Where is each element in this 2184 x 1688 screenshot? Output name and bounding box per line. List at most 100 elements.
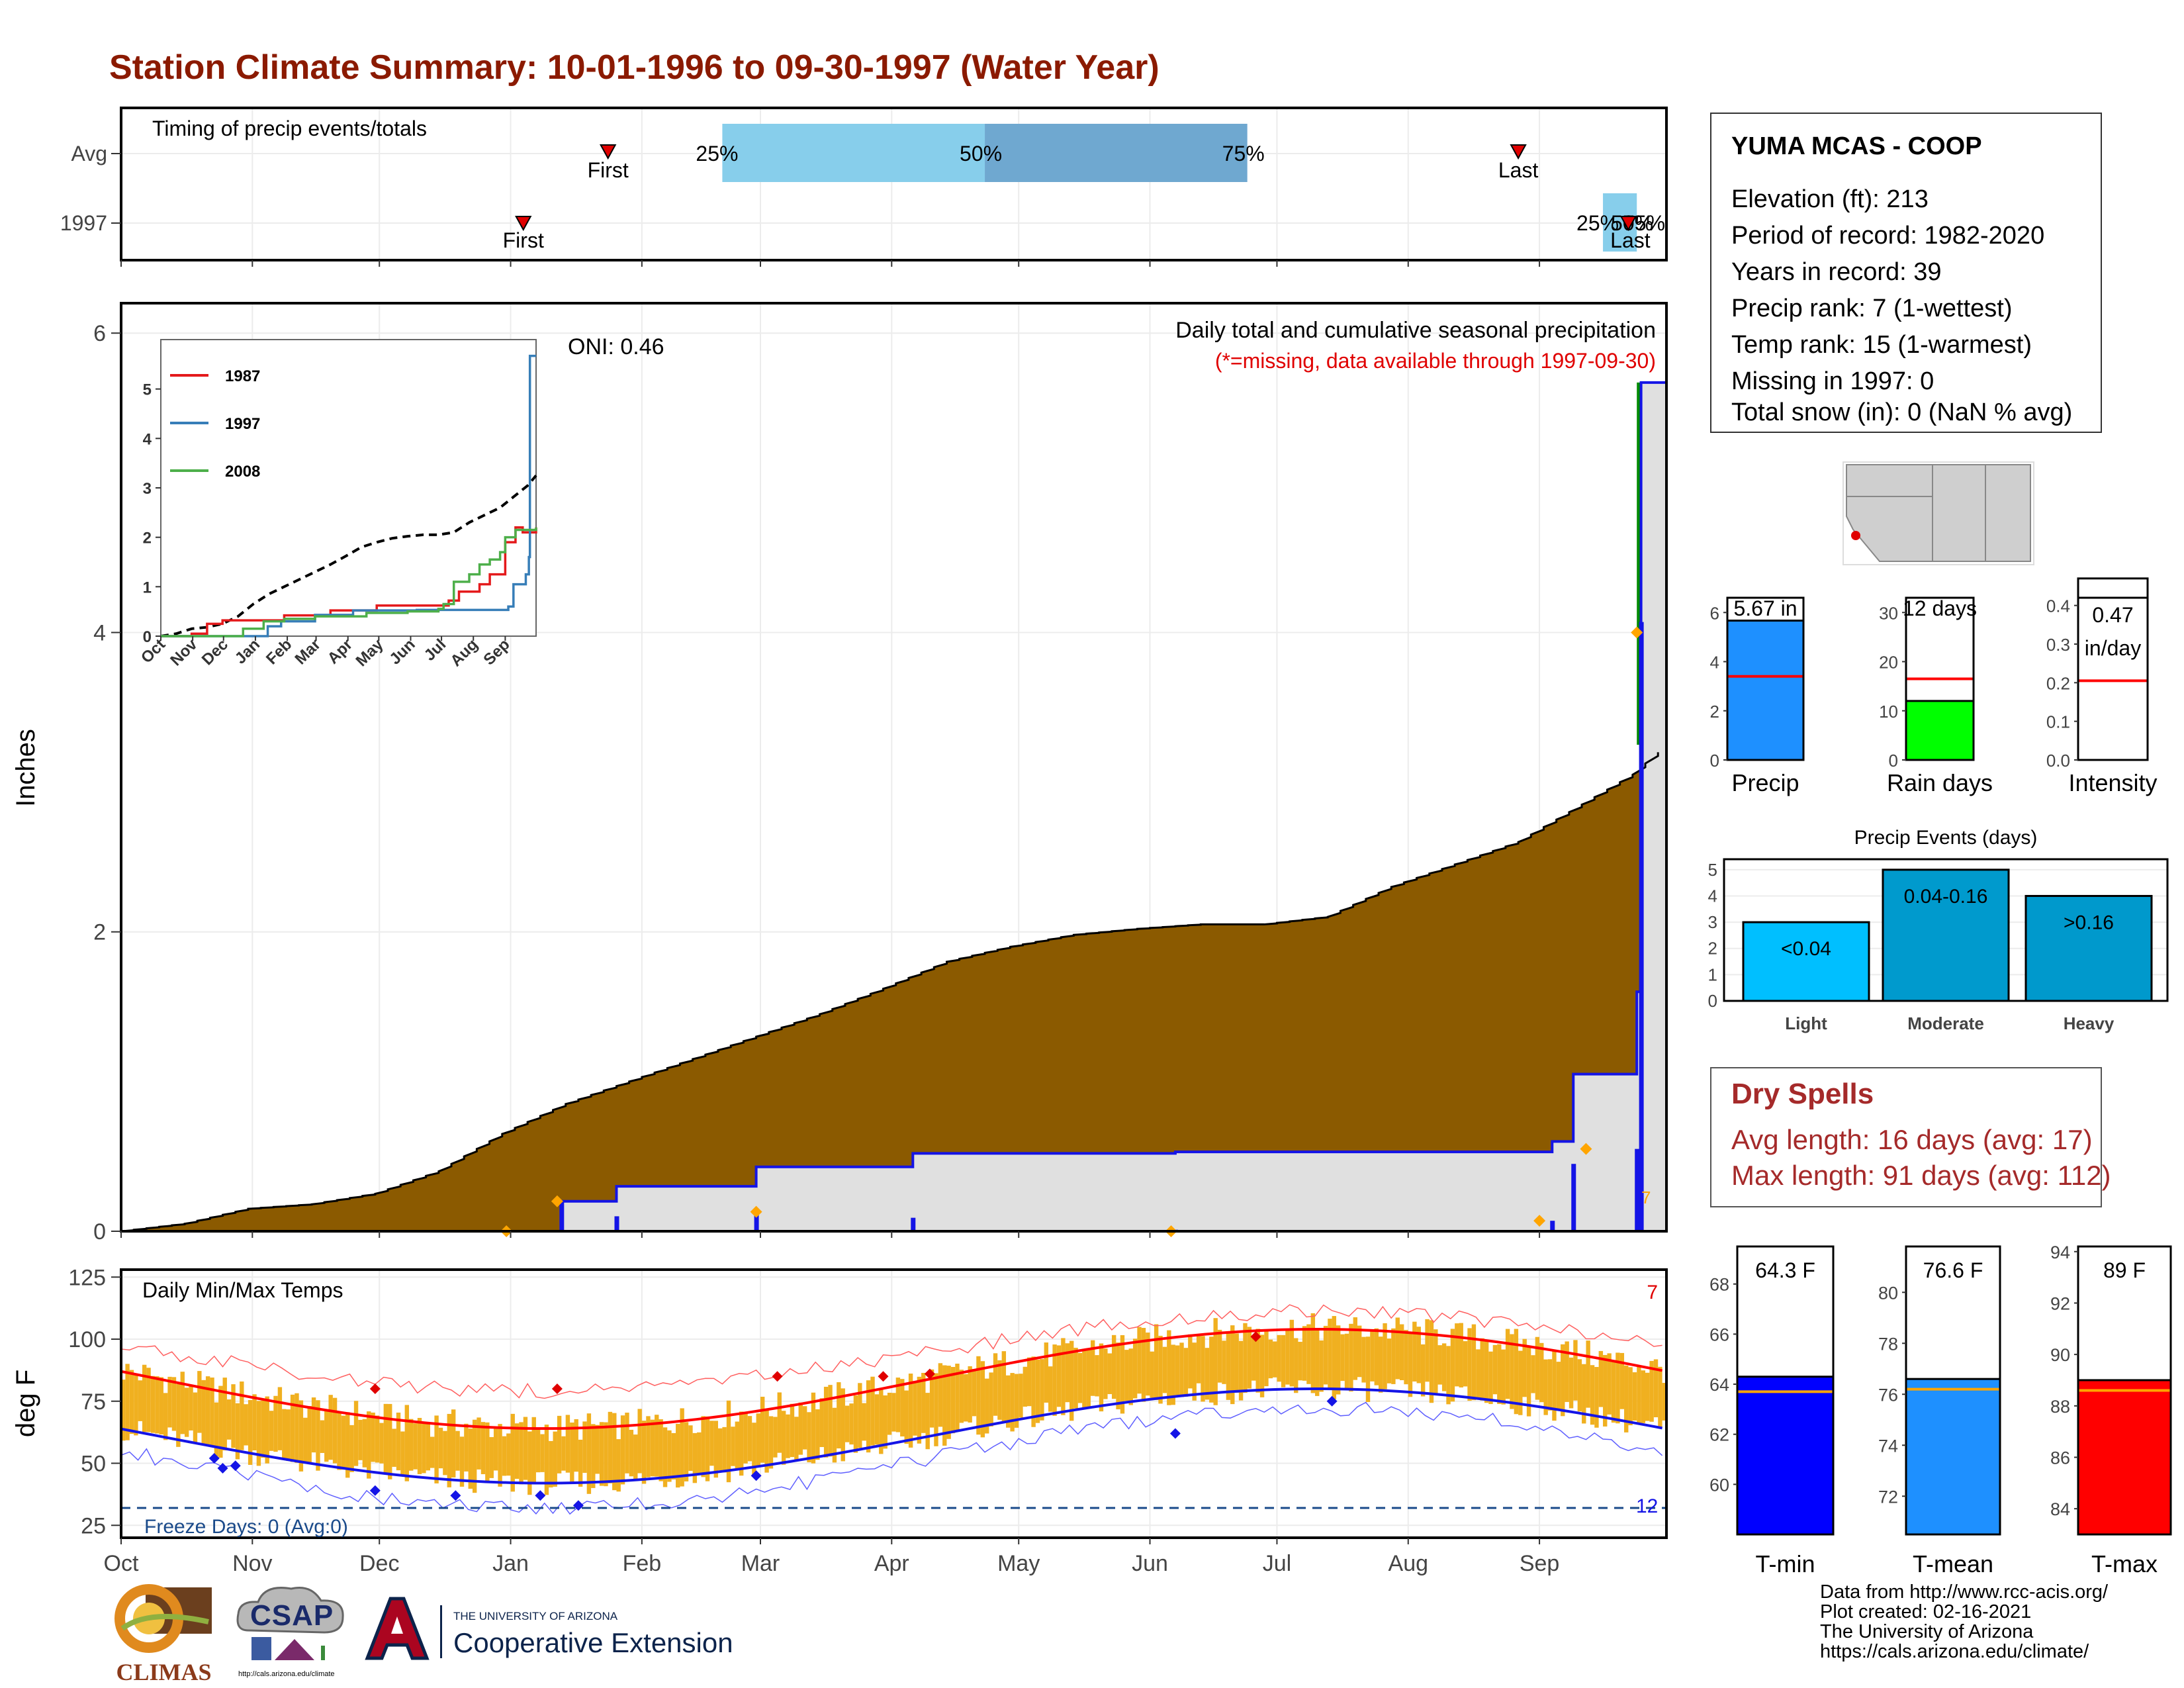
temp-xtick-label: Jun <box>1132 1551 1168 1576</box>
temp-daily-bar <box>925 1393 930 1450</box>
temp-daily-bar <box>1645 1372 1650 1421</box>
temp-daily-bar <box>358 1419 363 1460</box>
temp-bar-chart-1: 72 74 76 78 80 76.6 F T-mean <box>1878 1245 2001 1577</box>
temp-ytick-label: 100 <box>68 1327 106 1352</box>
temp-daily-bar <box>1146 1333 1150 1396</box>
temp-daily-bar <box>625 1413 629 1474</box>
temp-daily-bar <box>1192 1342 1197 1401</box>
temp-daily-bar <box>1259 1335 1265 1397</box>
temp-bar <box>1736 1376 1835 1536</box>
temp-daily-bar <box>1328 1319 1332 1388</box>
temp-daily-bar <box>1141 1327 1146 1402</box>
location-map <box>1843 461 2034 565</box>
temp-daily-bar <box>155 1376 159 1434</box>
temp-daily-bar <box>701 1416 705 1477</box>
temp-bar-frame <box>2077 1245 2172 1536</box>
temp-daily-bar <box>946 1366 951 1439</box>
temp-daily-bar <box>1429 1320 1434 1403</box>
temp-daily-bar <box>1399 1324 1404 1380</box>
timing-avg-25-50-bar <box>722 124 985 182</box>
temp-daily-bar <box>134 1374 138 1436</box>
temp-bar-frame <box>1736 1245 1835 1536</box>
precip-daily-bar <box>911 1217 916 1231</box>
temp-daily-bar <box>671 1432 676 1480</box>
temp-daily-bar <box>1196 1335 1201 1383</box>
temp-daily-bar <box>752 1423 756 1476</box>
temp-daily-bar <box>1619 1352 1625 1409</box>
temp-daily-bar <box>760 1397 765 1463</box>
temp-daily-bar <box>1569 1357 1574 1409</box>
temp-daily-bar <box>261 1400 265 1458</box>
temp-record-low-marker <box>230 1460 241 1472</box>
mini-chart-frame <box>1726 596 1805 761</box>
dry-spells-avg: Avg length: 16 days (avg: 17) <box>1731 1124 2093 1155</box>
precip-avg-cumulative-area <box>121 752 1666 1231</box>
temp-bar-chart-2: 84 86 88 90 92 94 89 F T-max <box>2050 1243 2172 1577</box>
temp-daily-bar <box>167 1376 172 1428</box>
footer-line-2: Plot created: 02-16-2021 <box>1820 1601 2032 1622</box>
temp-daily-bar <box>768 1416 774 1469</box>
timing-1997-last-label: Last <box>1610 228 1651 252</box>
temp-daily-bar <box>667 1430 672 1482</box>
temp-daily-bar <box>1209 1336 1214 1403</box>
timing-avg-p50-label: 50% <box>960 142 1002 165</box>
temp-daily-bar <box>328 1395 333 1460</box>
temp-daily-bar <box>129 1370 134 1434</box>
climas-wordmark: CLIMAS <box>116 1659 212 1685</box>
temp-daily-bar <box>1103 1348 1108 1399</box>
events-bar <box>1742 921 1870 1002</box>
temp-daily-bar <box>1522 1338 1527 1397</box>
mini-chart-ytick-label: 30 <box>1879 603 1898 623</box>
mini-chart-ytick-label: 6 <box>1710 603 1719 623</box>
station-years: Years in record: 39 <box>1731 258 1942 286</box>
temp-panel: Daily Min/Max Temps Freeze Days: 0 (Avg:0… <box>11 1265 1668 1576</box>
temp-daily-bar <box>1552 1350 1557 1421</box>
temp-daily-bar <box>1361 1336 1366 1383</box>
station-name: YUMA MCAS - COOP <box>1731 132 1982 160</box>
temp-daily-bar <box>1056 1345 1062 1407</box>
temp-bar <box>2077 1379 2172 1536</box>
temp-daily-bar <box>392 1429 396 1467</box>
temp-daily-bar <box>138 1380 142 1421</box>
temp-daily-bar <box>459 1436 465 1487</box>
timing-avg-50-75-bar <box>985 124 1248 182</box>
temp-daily-bar <box>1238 1340 1244 1401</box>
temp-daily-bar <box>451 1409 456 1477</box>
temp-daily-bar <box>874 1394 880 1445</box>
temp-missing-bottom: 12 <box>1636 1495 1658 1517</box>
temp-daily-bar <box>146 1368 151 1432</box>
temp-daily-bar <box>303 1417 308 1462</box>
station-precip-rank: Precip rank: 7 (1-wettest) <box>1731 295 2013 322</box>
temp-daily-bar <box>1247 1327 1252 1389</box>
temp-daily-bar <box>735 1421 739 1468</box>
mini-chart-ytick-label: 2 <box>1710 702 1719 722</box>
mini-chart-1: 0 10 20 30 12 days Rain days <box>1879 596 1993 796</box>
ua-a-icon <box>365 1597 430 1660</box>
ua-cooperative-extension: Cooperative Extension <box>453 1627 733 1658</box>
temp-daily-bar <box>823 1386 829 1458</box>
temp-daily-bar <box>1492 1344 1498 1395</box>
temp-daily-bar <box>1255 1329 1260 1393</box>
temp-daily-bar <box>371 1412 375 1462</box>
temp-daily-bar <box>337 1411 341 1470</box>
temp-daily-bar <box>1518 1350 1523 1415</box>
temp-daily-bar <box>955 1364 960 1431</box>
temp-daily-bar <box>662 1427 668 1487</box>
temp-bar-ytick-label: 88 <box>2050 1397 2070 1417</box>
precip-daily-bar <box>1550 1221 1555 1231</box>
temp-daily-bar <box>265 1396 269 1464</box>
mini-chart-ytick-label: 0.2 <box>2046 673 2070 693</box>
temp-daily-bar <box>171 1377 177 1431</box>
temp-xtick-label: Aug <box>1388 1551 1429 1576</box>
temp-daily-bar <box>841 1388 845 1462</box>
temp-daily-bar <box>1175 1345 1180 1396</box>
temp-daily-bar <box>367 1411 371 1479</box>
mini-chart-ytick-label: 20 <box>1879 653 1898 673</box>
temp-bar-ytick-label: 66 <box>1709 1325 1729 1344</box>
temp-daily-bar <box>713 1421 719 1478</box>
temp-daily-bar <box>1658 1366 1662 1427</box>
temp-daily-bar <box>731 1427 735 1466</box>
temp-daily-bar <box>1031 1356 1036 1427</box>
temp-daily-bar <box>1099 1343 1104 1412</box>
